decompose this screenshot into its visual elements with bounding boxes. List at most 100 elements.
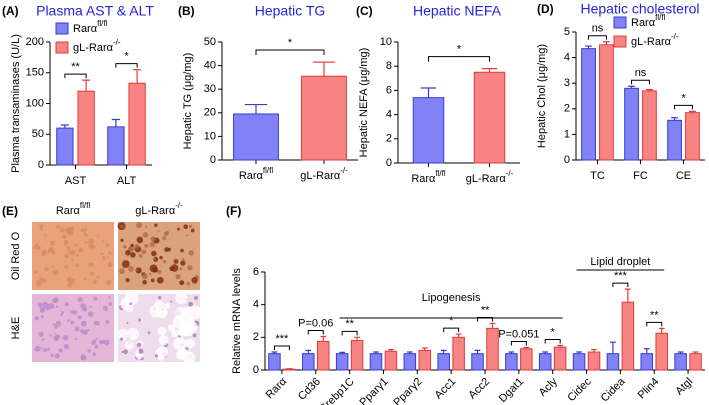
legend-swatch: [613, 35, 627, 48]
micrograph-texture: [145, 225, 148, 228]
significance-label: *: [288, 37, 293, 49]
bar: [538, 353, 552, 371]
error-bar: [643, 348, 650, 354]
group-label: Lipogenesis: [422, 292, 481, 304]
micrograph-texture: [33, 269, 38, 274]
micrograph-texture: [125, 249, 131, 256]
micrograph-texture: [34, 316, 40, 321]
micrograph-texture: [135, 267, 142, 274]
micrograph-texture: [64, 253, 69, 259]
micrograph-texture: [142, 232, 149, 238]
x-tick-label: FC: [633, 170, 648, 182]
error-bar: [354, 336, 360, 341]
micrograph-texture: [55, 305, 59, 308]
micrograph-texture: [43, 348, 48, 353]
error-bar: [692, 351, 699, 354]
micrograph-texture: [106, 255, 109, 258]
significance-label: ***: [276, 333, 290, 345]
legend-swatch: [613, 16, 627, 29]
micrograph-texture: [63, 240, 69, 246]
significance-label: ns: [635, 67, 647, 79]
micrograph-texture: [62, 335, 69, 341]
micrograph-texture: [83, 277, 87, 281]
micrograph-texture: [188, 250, 194, 256]
bar: [403, 353, 417, 371]
bar: [302, 353, 315, 371]
micrograph-texture: [42, 306, 46, 310]
x-tick-label: gL-Rarα-/-: [300, 166, 348, 182]
micrograph-texture: [70, 309, 75, 315]
y-tick-label: 0: [210, 154, 216, 166]
x-tick-label: ALT: [117, 175, 137, 187]
micrograph-texture: [36, 245, 41, 250]
x-tick-label: CE: [676, 170, 691, 182]
y-tick-label: 4: [253, 299, 259, 311]
micrograph-texture: [70, 278, 76, 284]
micrograph-texture: [167, 247, 171, 252]
x-tick-label: TC: [590, 170, 605, 182]
bar: [452, 336, 465, 371]
micrograph-texture: [167, 324, 176, 332]
error-bar: [388, 348, 394, 352]
error-bar: [420, 87, 437, 98]
bar: [667, 119, 682, 161]
micrograph-texture: [47, 347, 51, 351]
micrograph-texture: [191, 277, 198, 284]
significance-label: *: [551, 326, 556, 338]
bar: [350, 340, 364, 371]
bar: [437, 353, 450, 371]
micrograph-texture: [54, 332, 57, 335]
micrograph-texture: [51, 250, 56, 255]
y-tick-label: 3: [564, 77, 570, 89]
error-bar: [320, 335, 327, 342]
micrograph-texture: [82, 306, 88, 312]
micrograph-texture: [84, 329, 88, 333]
micrograph-texture: [126, 254, 130, 257]
micrograph-texture: [63, 344, 69, 350]
panel-label: (E): [2, 204, 18, 218]
micrograph-texture: [173, 259, 179, 264]
micrograph-texture: [194, 296, 199, 300]
micrograph-texture: [87, 349, 91, 353]
micrograph-texture: [66, 246, 71, 251]
y-tick-label: 5: [564, 26, 570, 38]
micrograph-texture: [120, 238, 124, 242]
micrograph-texture: [120, 297, 134, 311]
micrograph-texture: [88, 243, 95, 249]
micrograph-texture: [59, 227, 66, 233]
micrograph-texture: [179, 267, 183, 271]
column-label-sup: fl/fl: [80, 201, 90, 210]
micrograph-texture: [119, 337, 124, 341]
micrograph-texture: [44, 266, 50, 272]
significance-bracket: [510, 340, 527, 346]
error-bar: [312, 61, 336, 77]
bar: [56, 127, 74, 166]
error-bar: [658, 327, 665, 334]
micrograph-texture: [187, 305, 202, 320]
bar: [674, 353, 687, 371]
legend-label: gL-Rarα-/-: [73, 38, 121, 54]
y-tick-label: 10: [380, 36, 392, 48]
x-tick-label: Srebp1C: [318, 376, 357, 405]
micrograph-texture: [67, 319, 70, 322]
y-tick-label: 8: [386, 60, 392, 72]
micrograph-texture: [125, 277, 130, 283]
significance-label: *: [457, 44, 462, 56]
micrograph-texture: [96, 275, 100, 279]
micrograph-texture: [39, 227, 43, 231]
error-bar: [481, 68, 498, 73]
micrograph-texture: [175, 274, 181, 280]
micrograph-texture: [51, 265, 55, 268]
x-tick-label-sup: -/-: [506, 169, 514, 178]
micrograph-texture: [70, 249, 76, 255]
x-tick-label: Atgl: [673, 376, 695, 398]
error-bar: [542, 351, 549, 354]
micrograph-texture: [177, 227, 181, 231]
micrograph-texture: [103, 305, 109, 311]
micrograph-texture: [95, 320, 100, 326]
error-bar: [591, 348, 597, 353]
micrograph-texture: [120, 224, 124, 228]
micrograph-texture: [33, 245, 38, 250]
y-axis-label: Hepatic TG (μg/mg): [182, 53, 194, 150]
micrograph-texture: [171, 329, 179, 338]
